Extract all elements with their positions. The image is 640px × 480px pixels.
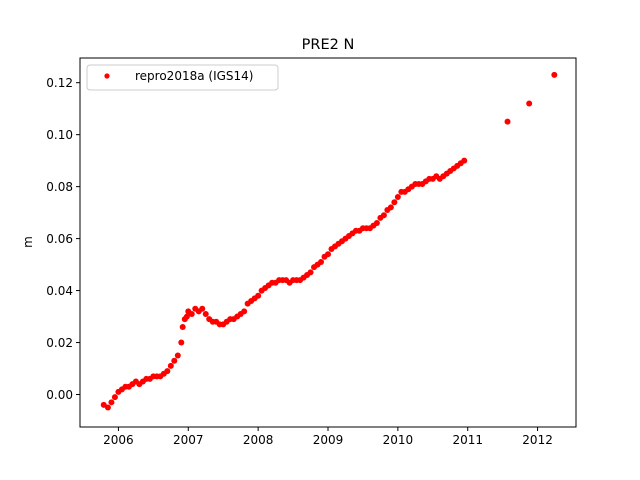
x-tick-label: 2007 bbox=[173, 433, 204, 447]
data-point bbox=[391, 199, 398, 206]
data-point bbox=[108, 399, 115, 406]
y-tick-label: 0.04 bbox=[46, 284, 73, 298]
y-tick-label: 0.00 bbox=[46, 388, 73, 402]
data-layer bbox=[100, 71, 558, 411]
y-tick-label: 0.08 bbox=[46, 180, 73, 194]
data-point bbox=[167, 362, 174, 369]
legend: repro2018a (IGS14) bbox=[86, 64, 279, 91]
y-tick-label: 0.12 bbox=[46, 76, 73, 90]
data-point bbox=[202, 310, 209, 317]
data-point bbox=[199, 305, 206, 312]
data-point bbox=[174, 352, 181, 359]
data-point bbox=[318, 258, 325, 265]
legend-label: repro2018a (IGS14) bbox=[135, 69, 253, 83]
data-point bbox=[179, 323, 186, 330]
y-tick-label: 0.10 bbox=[46, 128, 73, 142]
y-axis-label: m bbox=[21, 236, 35, 248]
data-point bbox=[241, 308, 248, 315]
data-point bbox=[380, 212, 387, 219]
data-point bbox=[255, 292, 262, 299]
x-tick-label: 2009 bbox=[313, 433, 344, 447]
data-point bbox=[188, 310, 195, 317]
y-tick-label: 0.06 bbox=[46, 232, 73, 246]
x-tick-label: 2012 bbox=[522, 433, 553, 447]
data-point bbox=[461, 157, 468, 164]
data-point bbox=[504, 118, 511, 125]
x-tick-label: 2010 bbox=[383, 433, 414, 447]
data-point bbox=[551, 71, 558, 78]
data-point bbox=[164, 368, 171, 375]
chart-title: PRE2 N bbox=[302, 37, 355, 53]
data-point bbox=[325, 251, 331, 258]
data-point bbox=[111, 394, 118, 401]
data-point bbox=[387, 204, 394, 211]
data-point bbox=[373, 220, 380, 227]
x-tick-label: 2011 bbox=[452, 433, 483, 447]
legend-box bbox=[86, 64, 279, 91]
data-point bbox=[171, 357, 178, 364]
data-point bbox=[183, 313, 190, 320]
x-tick-label: 2008 bbox=[243, 433, 274, 447]
axis-layer: 2006 2007 2008 2009 2010 2011 2012 0.00 0.02 0.04… bbox=[46, 76, 553, 447]
data-point bbox=[178, 339, 185, 346]
plot-frame bbox=[79, 57, 577, 428]
data-point bbox=[307, 269, 314, 276]
data-point bbox=[104, 404, 111, 411]
legend-marker bbox=[104, 73, 110, 79]
data-point bbox=[526, 100, 533, 107]
data-point bbox=[394, 194, 401, 201]
x-tick-label: 2006 bbox=[103, 433, 134, 447]
y-tick-label: 0.02 bbox=[46, 336, 73, 350]
